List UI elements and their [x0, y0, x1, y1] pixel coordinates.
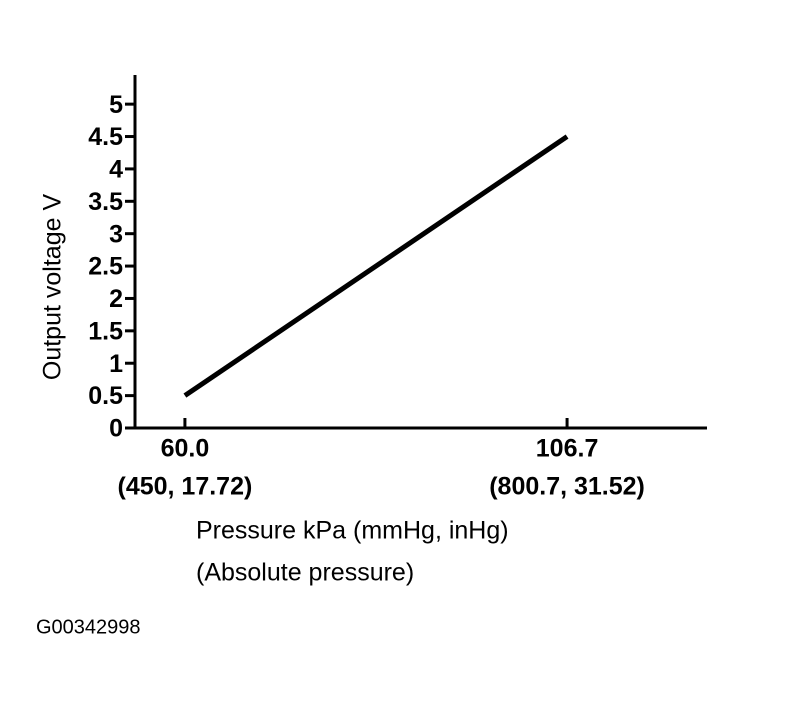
- y-tick-label: 0: [109, 415, 123, 443]
- y-tick-label: 3.5: [88, 188, 123, 216]
- y-axis-label: Output voltage V: [39, 194, 67, 381]
- x-tick-label: 106.7: [536, 435, 599, 463]
- figure-id: G00342998: [36, 616, 141, 638]
- x-tick-sublabel: (800.7, 31.52): [489, 473, 645, 501]
- y-tick-label: 1.5: [88, 317, 123, 345]
- y-tick-label: 4: [109, 156, 123, 184]
- y-tick-label: 0.5: [88, 382, 123, 410]
- y-tick-label: 5: [109, 91, 123, 119]
- y-tick-label: 2: [109, 285, 123, 313]
- data-line: [183, 134, 569, 398]
- x-tick-label: 60.0: [161, 435, 210, 463]
- x-tick-sublabel: (450, 17.72): [118, 473, 253, 501]
- y-tick-label: 2.5: [88, 253, 123, 281]
- y-tick-label: 4.5: [88, 123, 123, 151]
- x-axis-label: Pressure kPa (mmHg, inHg): [196, 517, 509, 545]
- y-tick-label: 3: [109, 220, 123, 248]
- y-tick-label: 1: [109, 350, 123, 378]
- x-axis-label: (Absolute pressure): [196, 559, 414, 587]
